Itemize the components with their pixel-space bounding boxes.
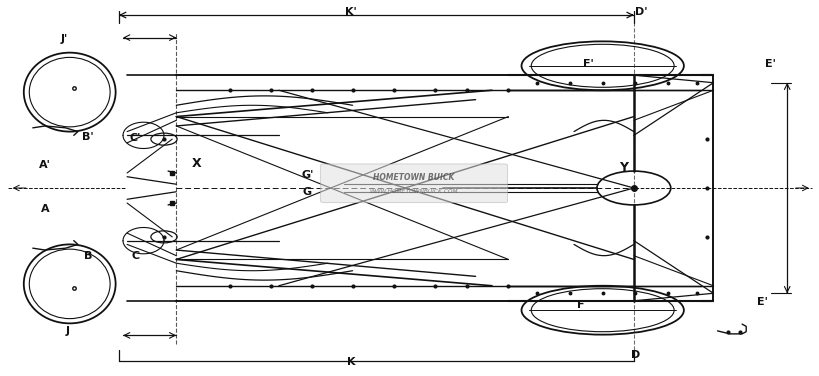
Text: B: B (84, 251, 92, 261)
Text: E': E' (756, 297, 767, 306)
Text: J': J' (61, 35, 67, 44)
Text: X: X (192, 157, 201, 170)
Text: WWW.HOMETOWNBUICK.COM: WWW.HOMETOWNBUICK.COM (369, 189, 458, 194)
Text: D': D' (635, 8, 647, 17)
Text: HOMETOWN BUICK: HOMETOWN BUICK (373, 173, 455, 182)
Text: E': E' (764, 59, 776, 69)
FancyBboxPatch shape (320, 164, 507, 203)
Text: K': K' (345, 8, 356, 17)
Text: C: C (131, 251, 139, 261)
Text: J: J (66, 326, 70, 336)
Text: A': A' (39, 161, 51, 170)
Text: A: A (41, 204, 49, 214)
Text: K: K (346, 357, 355, 367)
Text: G: G (302, 187, 312, 197)
Text: D: D (630, 350, 640, 360)
Text: G': G' (301, 170, 314, 180)
Text: C': C' (129, 133, 141, 143)
Text: Y: Y (618, 161, 627, 174)
Text: F: F (576, 300, 584, 309)
Text: F': F' (582, 59, 594, 69)
Text: B': B' (82, 132, 93, 142)
